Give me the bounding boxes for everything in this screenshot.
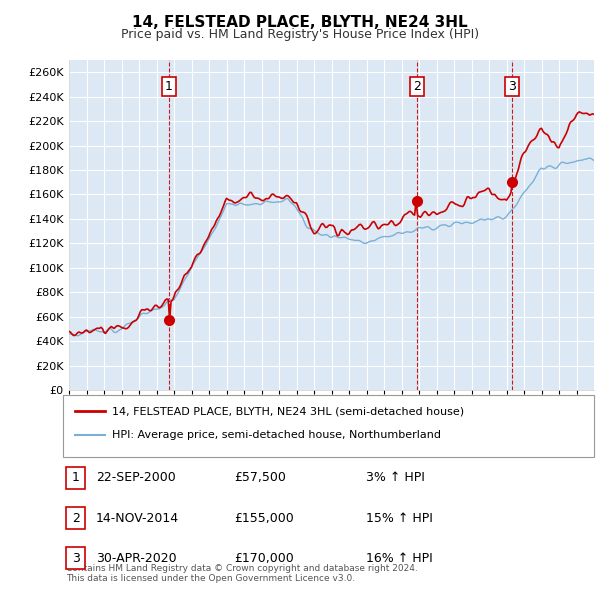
Text: 2: 2 [413, 80, 421, 93]
Text: 3: 3 [71, 552, 80, 565]
Text: Price paid vs. HM Land Registry's House Price Index (HPI): Price paid vs. HM Land Registry's House … [121, 28, 479, 41]
Text: 2: 2 [71, 512, 80, 525]
Text: £170,000: £170,000 [234, 552, 294, 565]
Text: 3% ↑ HPI: 3% ↑ HPI [366, 471, 425, 484]
Text: £57,500: £57,500 [234, 471, 286, 484]
Text: HPI: Average price, semi-detached house, Northumberland: HPI: Average price, semi-detached house,… [112, 430, 441, 440]
Text: 1: 1 [71, 471, 80, 484]
Text: 22-SEP-2000: 22-SEP-2000 [96, 471, 176, 484]
Text: 30-APR-2020: 30-APR-2020 [96, 552, 176, 565]
Text: 14, FELSTEAD PLACE, BLYTH, NE24 3HL (semi-detached house): 14, FELSTEAD PLACE, BLYTH, NE24 3HL (sem… [112, 407, 464, 416]
Text: Contains HM Land Registry data © Crown copyright and database right 2024.
This d: Contains HM Land Registry data © Crown c… [66, 563, 418, 583]
Text: 15% ↑ HPI: 15% ↑ HPI [366, 512, 433, 525]
Text: 14-NOV-2014: 14-NOV-2014 [96, 512, 179, 525]
Text: 16% ↑ HPI: 16% ↑ HPI [366, 552, 433, 565]
Text: £155,000: £155,000 [234, 512, 294, 525]
Text: 3: 3 [508, 80, 516, 93]
Text: 14, FELSTEAD PLACE, BLYTH, NE24 3HL: 14, FELSTEAD PLACE, BLYTH, NE24 3HL [132, 15, 468, 30]
Text: 1: 1 [165, 80, 173, 93]
